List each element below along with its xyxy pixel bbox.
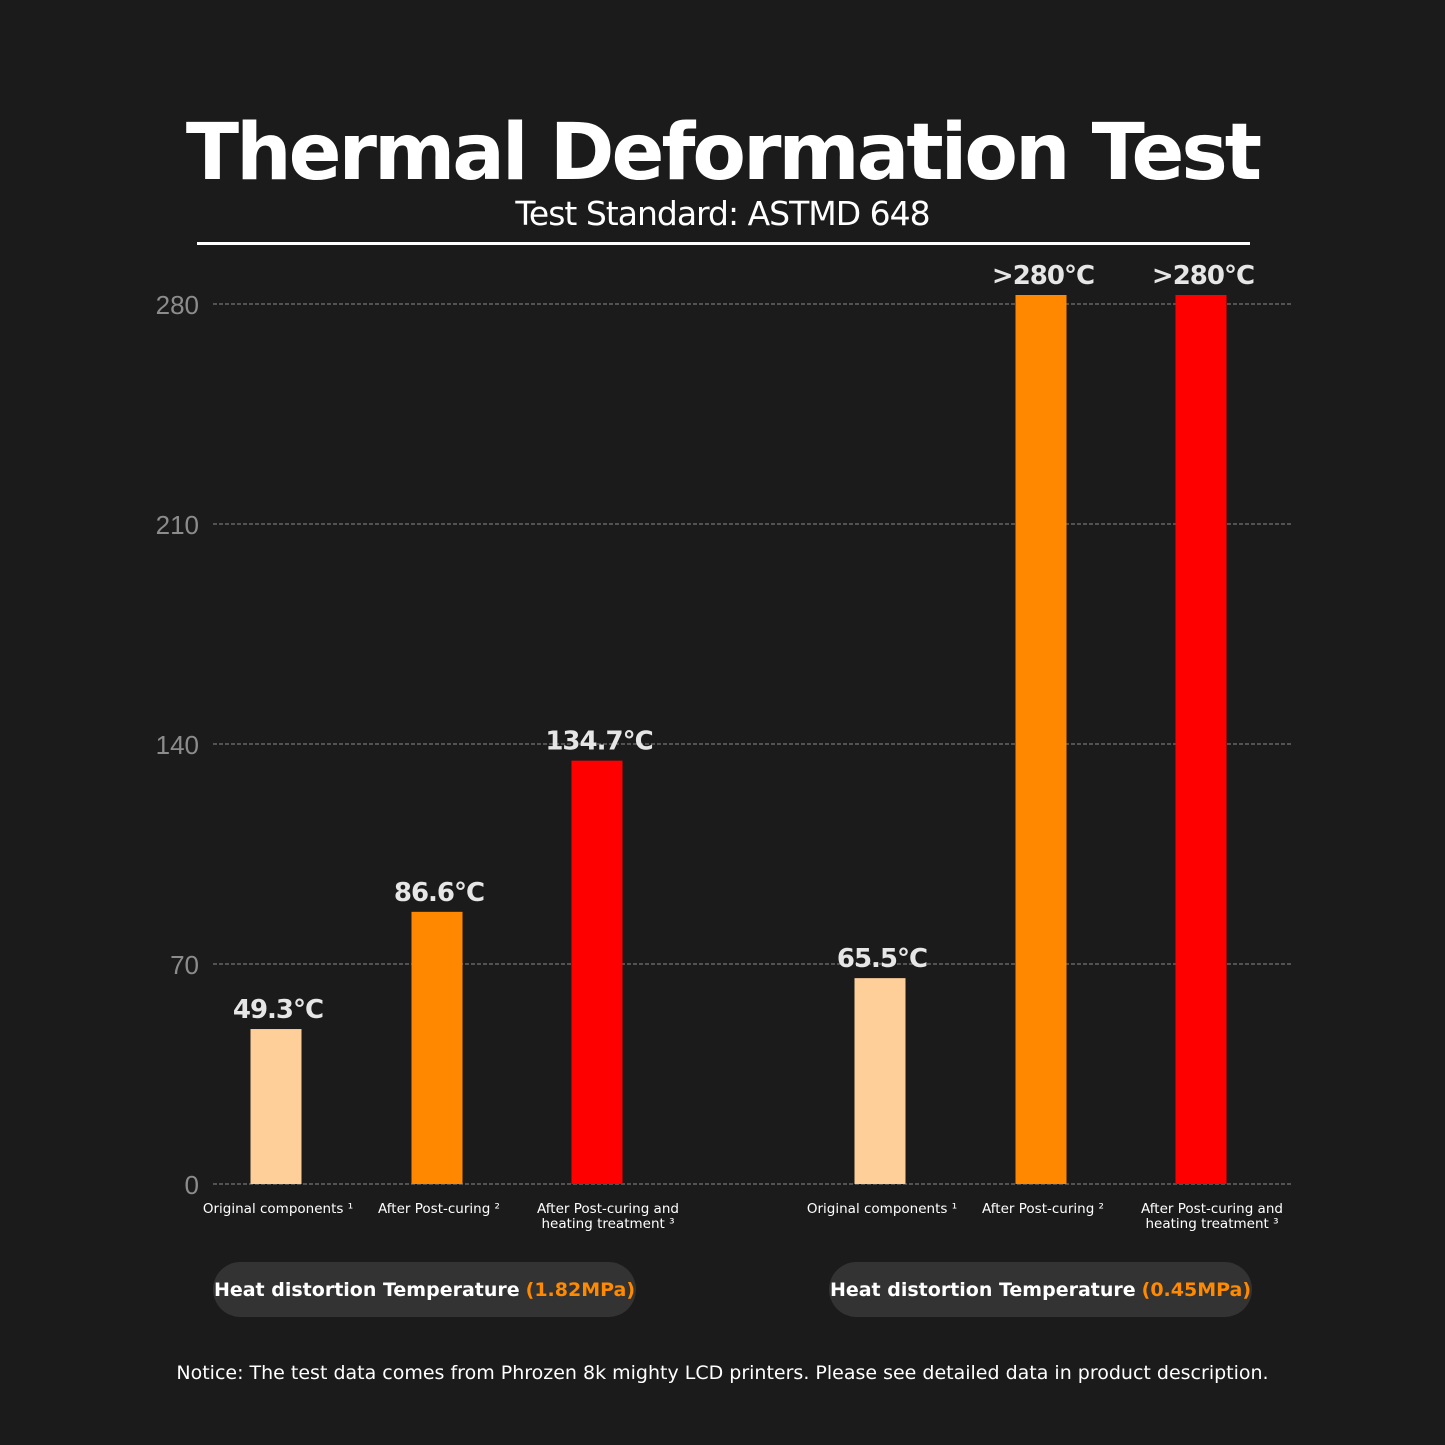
x-category-label: heating treatment ³ — [541, 1216, 674, 1232]
x-category-label: heating treatment ³ — [1145, 1216, 1278, 1232]
bar — [854, 978, 906, 1184]
group-label-highlight: (0.45MPa) — [1141, 1278, 1252, 1301]
bar — [571, 760, 623, 1184]
notice-text: Notice: The test data comes from Phrozen… — [176, 1362, 1269, 1384]
data-label: 134.7°C — [545, 727, 652, 757]
group-label-text: Heat distortion Temperature — [213, 1278, 520, 1301]
x-category-label: Original components ¹ — [807, 1201, 957, 1217]
data-label: 65.5°C — [837, 944, 927, 974]
title-divider — [197, 242, 1250, 245]
x-category-label: After Post-curing ² — [378, 1201, 500, 1217]
bar — [250, 1029, 302, 1184]
group-label-text: Heat distortion Temperature — [829, 1278, 1136, 1301]
y-tick-label: 70 — [170, 950, 199, 980]
bar — [1015, 295, 1067, 1184]
group-label-2: Heat distortion Temperature (0.45MPa) — [829, 1262, 1252, 1317]
x-category-label: After Post-curing ² — [982, 1201, 1104, 1217]
data-label: 86.6°C — [394, 878, 484, 908]
chart-title: Thermal Deformation Test — [185, 108, 1262, 198]
data-label: >280°C — [992, 261, 1094, 291]
data-label: 49.3°C — [233, 995, 323, 1025]
y-tick-label: 210 — [156, 510, 199, 540]
y-tick-label: 280 — [156, 290, 199, 320]
x-category-label: After Post-curing and — [1141, 1201, 1283, 1217]
bar — [411, 911, 463, 1184]
data-label: >280°C — [1152, 261, 1254, 291]
x-category-label: After Post-curing and — [537, 1201, 679, 1217]
bar — [1175, 295, 1227, 1184]
chart-subtitle: Test Standard: ASTMD 648 — [515, 194, 930, 233]
x-category-label: Original components ¹ — [203, 1201, 353, 1217]
y-tick-label: 0 — [185, 1170, 199, 1200]
group-label-1: Heat distortion Temperature (1.82MPa) — [213, 1262, 636, 1317]
y-tick-label: 140 — [156, 730, 199, 760]
group-label-highlight: (1.82MPa) — [525, 1278, 636, 1301]
